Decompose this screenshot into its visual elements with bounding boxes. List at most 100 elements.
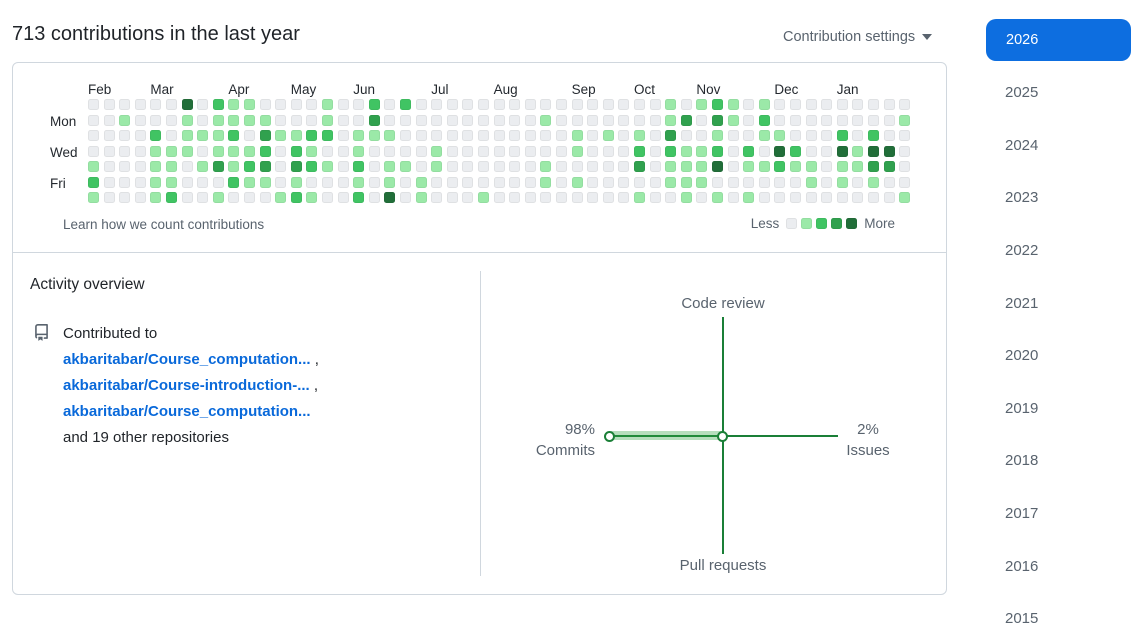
contribution-cell[interactable] — [119, 99, 131, 110]
contribution-cell[interactable] — [368, 145, 380, 157]
contribution-cell[interactable] — [478, 114, 489, 126]
contribution-cell[interactable] — [478, 99, 489, 110]
contribution-cell[interactable] — [524, 176, 536, 188]
contribution-cell[interactable] — [899, 161, 911, 172]
contribution-cell[interactable] — [790, 192, 801, 203]
contribution-cell[interactable] — [166, 176, 177, 188]
contribution-cell[interactable] — [649, 176, 661, 188]
contribution-cell[interactable] — [134, 145, 146, 157]
contribution-cell[interactable] — [212, 161, 224, 172]
contribution-cell[interactable] — [821, 176, 833, 188]
contribution-cell[interactable] — [680, 99, 692, 110]
contribution-cell[interactable] — [119, 176, 131, 188]
contribution-cell[interactable] — [275, 176, 287, 188]
contribution-cell[interactable] — [275, 161, 287, 172]
year-2021-button[interactable]: 2021 — [1005, 294, 1039, 312]
contribution-cell[interactable] — [556, 130, 567, 141]
contribution-cell[interactable] — [743, 192, 755, 203]
contribution-cell[interactable] — [353, 192, 365, 203]
contribution-cell[interactable] — [774, 161, 786, 172]
contribution-cell[interactable] — [103, 176, 115, 188]
contribution-cell[interactable] — [197, 176, 209, 188]
contribution-cell[interactable] — [181, 176, 193, 188]
contribution-cell[interactable] — [134, 192, 146, 203]
contribution-cell[interactable] — [649, 114, 661, 126]
contribution-cell[interactable] — [540, 130, 552, 141]
contribution-cell[interactable] — [883, 176, 895, 188]
contribution-cell[interactable] — [727, 161, 739, 172]
contribution-cell[interactable] — [431, 161, 443, 172]
contribution-cell[interactable] — [790, 130, 801, 141]
contribution-cell[interactable] — [665, 114, 677, 126]
contribution-cell[interactable] — [587, 114, 599, 126]
contribution-cell[interactable] — [727, 176, 739, 188]
contribution-cell[interactable] — [275, 114, 287, 126]
contribution-cell[interactable] — [119, 145, 131, 157]
contribution-cell[interactable] — [415, 114, 427, 126]
contribution-cell[interactable] — [119, 192, 131, 203]
contribution-cell[interactable] — [790, 99, 801, 110]
contribution-cell[interactable] — [259, 114, 271, 126]
contribution-cell[interactable] — [805, 130, 817, 141]
contribution-cell[interactable] — [649, 99, 661, 110]
contribution-cell[interactable] — [88, 130, 99, 141]
repo-link[interactable]: akbaritabar/Course-introduction-... — [63, 377, 310, 394]
contribution-cell[interactable] — [602, 176, 614, 188]
contribution-cell[interactable] — [431, 114, 443, 126]
contribution-cell[interactable] — [509, 161, 521, 172]
contribution-cell[interactable] — [353, 130, 365, 141]
contribution-cell[interactable] — [587, 192, 599, 203]
contribution-cell[interactable] — [712, 161, 723, 172]
year-2017-button[interactable]: 2017 — [1005, 504, 1039, 522]
contribution-cell[interactable] — [524, 192, 536, 203]
contribution-cell[interactable] — [852, 161, 864, 172]
contribution-cell[interactable] — [618, 145, 630, 157]
contribution-cell[interactable] — [634, 176, 645, 188]
contribution-cell[interactable] — [353, 176, 365, 188]
contribution-cell[interactable] — [228, 145, 240, 157]
contribution-cell[interactable] — [649, 192, 661, 203]
contribution-cell[interactable] — [509, 176, 521, 188]
learn-contributions-link[interactable]: Learn how we count contributions — [63, 217, 265, 232]
repo-link[interactable]: akbaritabar/Course_computation... — [63, 351, 311, 368]
contribution-cell[interactable] — [493, 192, 505, 203]
contribution-cell[interactable] — [587, 161, 599, 172]
contribution-cell[interactable] — [337, 145, 349, 157]
contribution-cell[interactable] — [696, 176, 708, 188]
contribution-cell[interactable] — [462, 161, 474, 172]
contribution-cell[interactable] — [134, 114, 146, 126]
contribution-cell[interactable] — [556, 99, 567, 110]
contribution-cell[interactable] — [587, 130, 599, 141]
contribution-cell[interactable] — [103, 130, 115, 141]
contribution-cell[interactable] — [166, 114, 177, 126]
contribution-cell[interactable] — [571, 130, 583, 141]
contribution-cell[interactable] — [290, 161, 302, 172]
contribution-cell[interactable] — [228, 161, 240, 172]
contribution-cell[interactable] — [634, 192, 645, 203]
contribution-cell[interactable] — [618, 130, 630, 141]
contribution-cell[interactable] — [259, 99, 271, 110]
contribution-cell[interactable] — [790, 114, 801, 126]
year-2019-button[interactable]: 2019 — [1005, 399, 1039, 417]
contribution-cell[interactable] — [509, 145, 521, 157]
contribution-cell[interactable] — [290, 176, 302, 188]
contribution-cell[interactable] — [150, 114, 162, 126]
contribution-cell[interactable] — [212, 176, 224, 188]
contribution-cell[interactable] — [758, 130, 770, 141]
year-2022-button[interactable]: 2022 — [1005, 241, 1039, 259]
contribution-cell[interactable] — [181, 130, 193, 141]
year-2026-button[interactable]: 2026 — [986, 19, 1131, 61]
contribution-cell[interactable] — [790, 145, 801, 157]
contribution-cell[interactable] — [836, 192, 848, 203]
contribution-cell[interactable] — [712, 130, 723, 141]
contribution-cell[interactable] — [228, 99, 240, 110]
contribution-cell[interactable] — [166, 145, 177, 157]
contribution-cell[interactable] — [556, 145, 567, 157]
contribution-cell[interactable] — [228, 176, 240, 188]
contribution-cell[interactable] — [712, 145, 723, 157]
year-2015-button[interactable]: 2015 — [1005, 610, 1039, 628]
contribution-cell[interactable] — [478, 176, 489, 188]
contribution-cell[interactable] — [103, 145, 115, 157]
contribution-cell[interactable] — [88, 145, 99, 157]
contribution-cell[interactable] — [462, 192, 474, 203]
